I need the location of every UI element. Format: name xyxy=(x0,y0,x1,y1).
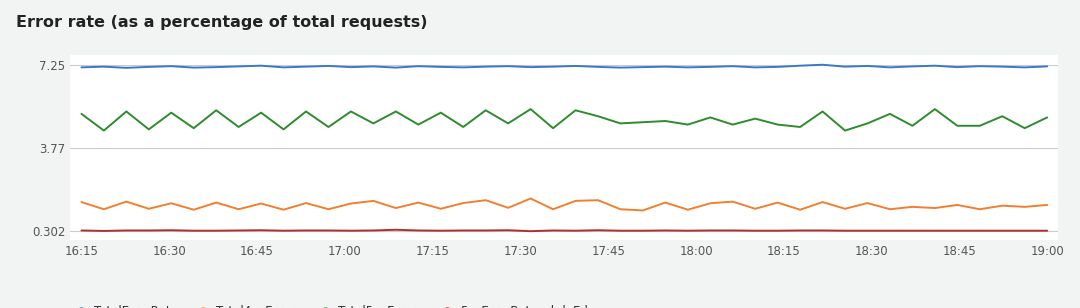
Legend: TotalErrorRate, Total4xxErrors, Total5xxErrors, 5xxErrorByLambdaEdge: TotalErrorRate, Total4xxErrors, Total5xx… xyxy=(75,305,603,308)
Text: Error rate (as a percentage of total requests): Error rate (as a percentage of total req… xyxy=(16,15,428,30)
